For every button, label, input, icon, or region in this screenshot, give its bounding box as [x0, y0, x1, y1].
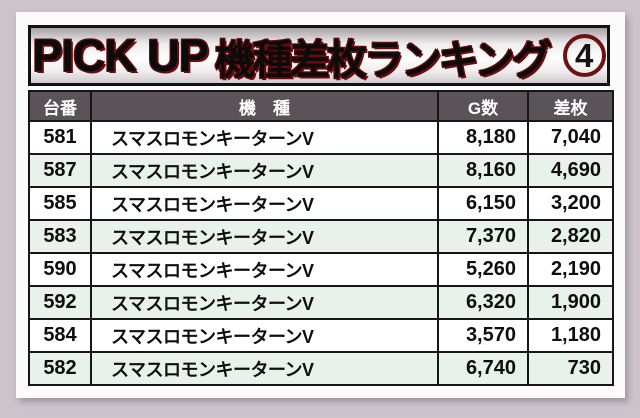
game-count: 3,570: [437, 318, 529, 353]
column-header-machine-number: 台番: [28, 90, 92, 122]
table-row: 592 スマスロモンキーターンV 6,320 1,900: [28, 285, 614, 320]
machine-number: 583: [28, 219, 92, 254]
model-name: スマスロモンキーターンV: [90, 351, 439, 386]
game-count: 6,150: [437, 186, 529, 221]
machine-number: 584: [28, 318, 92, 353]
diff-medals: 2,820: [527, 219, 614, 254]
machine-number: 582: [28, 351, 92, 386]
machine-number: 592: [28, 285, 92, 320]
title-bar: PICK UP 機種差枚ランキング 4: [28, 25, 610, 86]
rank-number-badge: 4: [562, 34, 606, 77]
ranking-card: PICK UP 機種差枚ランキング 4 台番 機 種 G数 差枚 581 スマス…: [16, 12, 625, 398]
table-row: 584 スマスロモンキーターンV 3,570 1,180: [28, 318, 614, 353]
table-row: 590 スマスロモンキーターンV 5,260 2,190: [28, 252, 614, 287]
model-name: スマスロモンキーターンV: [90, 186, 439, 221]
column-header-diff-medals: 差枚: [527, 90, 614, 122]
diff-medals: 2,190: [527, 252, 614, 287]
machine-number: 585: [28, 186, 92, 221]
model-name: スマスロモンキーターンV: [90, 252, 439, 287]
title-prefix: PICK UP: [32, 29, 209, 81]
table-row: 581 スマスロモンキーターンV 8,180 7,040: [28, 120, 614, 155]
ranking-table: 台番 機 種 G数 差枚 581 スマスロモンキーターンV 8,180 7,04…: [28, 90, 614, 386]
page-title: 機種差枚ランキング: [214, 36, 552, 83]
game-count: 6,740: [437, 351, 529, 386]
table-header-row: 台番 機 種 G数 差枚: [28, 90, 614, 122]
game-count: 8,160: [437, 153, 529, 188]
model-name: スマスロモンキーターンV: [90, 219, 439, 254]
game-count: 8,180: [437, 120, 529, 155]
diff-medals: 4,690: [527, 153, 614, 188]
game-count: 5,260: [437, 252, 529, 287]
diff-medals: 3,200: [527, 186, 614, 221]
diff-medals: 1,900: [527, 285, 614, 320]
table-row: 585 スマスロモンキーターンV 6,150 3,200: [28, 186, 614, 221]
game-count: 7,370: [437, 219, 529, 254]
machine-number: 587: [28, 153, 92, 188]
model-name: スマスロモンキーターンV: [90, 285, 439, 320]
column-header-game-count: G数: [437, 90, 529, 122]
model-name: スマスロモンキーターンV: [90, 153, 439, 188]
machine-number: 590: [28, 252, 92, 287]
machine-number: 581: [28, 120, 92, 155]
table-row: 587 スマスロモンキーターンV 8,160 4,690: [28, 153, 614, 188]
diff-medals: 7,040: [527, 120, 614, 155]
model-name: スマスロモンキーターンV: [90, 318, 439, 353]
table-row: 582 スマスロモンキーターンV 6,740 730: [28, 351, 614, 386]
model-name: スマスロモンキーターンV: [90, 120, 439, 155]
diff-medals: 730: [527, 351, 614, 386]
game-count: 6,320: [437, 285, 529, 320]
table-row: 583 スマスロモンキーターンV 7,370 2,820: [28, 219, 614, 254]
column-header-model: 機 種: [90, 90, 439, 122]
diff-medals: 1,180: [527, 318, 614, 353]
